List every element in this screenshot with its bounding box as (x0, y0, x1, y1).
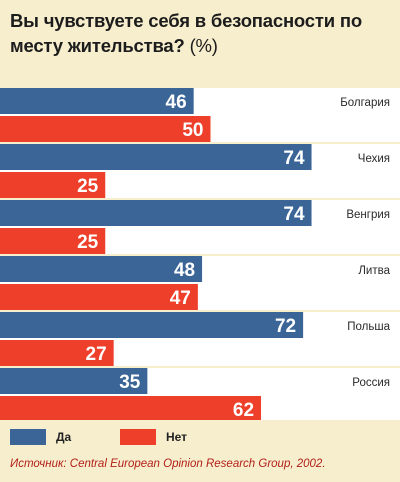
value-label: 74 (283, 148, 305, 169)
legend-swatch-no (120, 429, 156, 445)
bar-chart: 46 50 74 25 74 25 48 47 72 27 35 62 Болгария Чехия Ве… (0, 88, 400, 420)
bar-no (0, 340, 114, 366)
category-label: Литва (358, 265, 390, 277)
bars (0, 88, 312, 420)
category-label: Чехия (358, 153, 390, 165)
category-label: Польша (347, 321, 390, 333)
legend-item-yes: Да (10, 426, 71, 448)
bar-yes (0, 312, 304, 338)
value-label: 50 (182, 120, 203, 141)
value-label: 47 (170, 288, 191, 309)
legend: Да Нет (0, 426, 400, 448)
value-label: 72 (275, 316, 296, 337)
category-label: Болгария (340, 97, 390, 109)
bar-no (0, 172, 106, 198)
chart-title: Вы чувствуете себя в безопасности по мес… (10, 8, 395, 58)
source-note: Источник: Central European Opinion Resea… (10, 458, 326, 470)
value-label: 46 (166, 92, 187, 113)
bar-no (0, 396, 262, 420)
value-label: 74 (283, 204, 305, 225)
bar-no (0, 228, 106, 254)
value-label: 25 (77, 232, 99, 253)
bar-no (0, 284, 198, 310)
category-labels: Болгария Чехия Венгрия Литва Польша Россия (340, 97, 390, 389)
bar-yes (0, 200, 312, 226)
chart-title-text: Вы чувствуете себя в безопасности по мес… (10, 10, 362, 56)
bar-yes (0, 368, 148, 394)
legend-swatch-yes (10, 429, 46, 445)
bar-yes (0, 144, 312, 170)
value-label: 35 (119, 372, 141, 393)
value-label: 25 (77, 176, 99, 197)
value-labels: 46 50 74 25 74 25 48 47 72 27 35 62 (77, 92, 305, 420)
value-label: 27 (86, 344, 107, 365)
category-label: Россия (352, 377, 390, 389)
value-label: 62 (233, 400, 254, 420)
legend-label-no: Нет (166, 430, 188, 444)
category-label: Венгрия (346, 209, 390, 221)
bar-no (0, 116, 211, 142)
bar-yes (0, 256, 203, 282)
bar-yes (0, 88, 194, 114)
legend-label-yes: Да (56, 430, 72, 444)
legend-item-no: Нет (120, 426, 187, 448)
chart-unit: (%) (189, 35, 218, 56)
value-label: 48 (174, 260, 195, 281)
